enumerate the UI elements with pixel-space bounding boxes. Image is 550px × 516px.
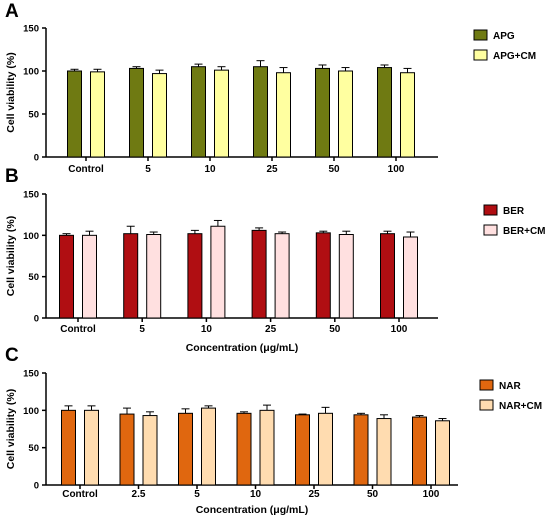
y-tick-label: 0 xyxy=(34,314,39,325)
legend-label: APG xyxy=(493,31,515,42)
y-tick-label: 150 xyxy=(23,24,39,35)
bar-nar-plus-cm xyxy=(84,409,99,486)
bar-apg-plus-cm xyxy=(338,70,353,158)
bar-nar xyxy=(236,412,252,486)
x-tick-label: 5 xyxy=(145,164,151,175)
bar-ber-plus-cm xyxy=(338,234,354,319)
chart-panel-c: C 0 50 100 150 Cell viability (%) Control 2.5 5 1… xyxy=(5,345,542,516)
bar-nar-plus-cm xyxy=(376,418,392,486)
legend-swatch xyxy=(483,204,498,216)
x-tick-label: 5 xyxy=(139,324,145,335)
x-tick-label: 100 xyxy=(423,489,440,500)
legend-label: NAR+CM xyxy=(499,401,542,412)
x-tick-label: 2.5 xyxy=(132,489,146,500)
y-axis-label: Cell viability (%) xyxy=(5,216,17,297)
x-tick-label: Control xyxy=(60,324,96,335)
x-tick-label: Control xyxy=(68,164,104,175)
x-tick-label: 5 xyxy=(194,489,200,500)
bar-nar-plus-cm xyxy=(318,412,333,486)
y-tick-label: 50 xyxy=(28,272,39,283)
bar-apg xyxy=(253,66,268,158)
bar-apg-plus-cm xyxy=(152,73,167,158)
bar-nar xyxy=(61,409,76,486)
x-tick-label: 100 xyxy=(388,164,405,175)
y-tick-label: 50 xyxy=(28,443,39,454)
x-tick-label: 100 xyxy=(391,324,408,335)
chart-panel-a: A 0 50 100 150 Cell viability (%) Control 5 10 25… xyxy=(5,1,536,175)
bar-apg xyxy=(191,66,206,158)
bar-apg xyxy=(67,70,82,158)
bar-apg xyxy=(129,67,144,158)
x-axis-label: Concentration (μg/mL) xyxy=(186,342,299,354)
bar-ber xyxy=(59,234,74,319)
panel-label: B xyxy=(5,166,19,187)
bar-ber-plus-cm xyxy=(403,236,418,319)
bar-apg xyxy=(315,67,330,158)
bar-ber-plus-cm xyxy=(82,234,97,319)
bar-ber-plus-cm xyxy=(146,234,162,319)
y-tick-label: 0 xyxy=(34,153,39,164)
bar-nar-plus-cm xyxy=(259,409,275,486)
y-tick-label: 100 xyxy=(23,231,39,242)
panel-label: A xyxy=(5,1,19,22)
y-tick-label: 100 xyxy=(23,406,39,417)
legend-label: BER+CM xyxy=(503,226,546,237)
y-axis-label: Cell viability (%) xyxy=(5,52,17,133)
bar-ber xyxy=(315,232,331,319)
bar-ber xyxy=(380,233,395,319)
legend-swatch xyxy=(473,29,488,41)
bar-ber-plus-cm xyxy=(210,225,226,319)
legend-label: NAR xyxy=(499,381,521,392)
legend-swatch xyxy=(473,49,488,61)
bar-apg-plus-cm xyxy=(400,72,415,158)
y-tick-label: 150 xyxy=(23,190,39,201)
bar-nar-plus-cm xyxy=(201,407,216,486)
x-tick-label: 10 xyxy=(201,324,213,335)
bar-apg xyxy=(377,67,392,158)
y-tick-label: 100 xyxy=(23,67,39,78)
bar-nar xyxy=(295,414,310,486)
bar-nar xyxy=(353,414,369,486)
x-axis-label: Concentration (μg/mL) xyxy=(196,504,309,516)
x-tick-label: 25 xyxy=(265,324,277,335)
x-tick-label: 50 xyxy=(367,489,379,500)
legend-label: BER xyxy=(503,206,525,217)
bar-ber xyxy=(187,233,203,319)
chart-panel-b: B 0 50 100 150 Cell viability (%) Control 5 10 25… xyxy=(5,166,546,354)
bar-apg-plus-cm xyxy=(214,69,229,158)
bar-ber xyxy=(123,233,139,319)
legend-swatch xyxy=(483,224,498,236)
bar-ber-plus-cm xyxy=(274,233,290,319)
bar-apg-plus-cm xyxy=(276,72,291,158)
legend-swatch xyxy=(479,399,494,411)
x-tick-label: 10 xyxy=(204,164,216,175)
x-tick-label: 50 xyxy=(329,324,341,335)
legend-label: APG+CM xyxy=(493,51,536,62)
x-tick-label: Control xyxy=(62,489,98,500)
x-tick-label: 25 xyxy=(266,164,278,175)
panel-label: C xyxy=(5,345,19,366)
x-tick-label: 25 xyxy=(308,489,320,500)
y-axis-label: Cell viability (%) xyxy=(5,389,17,470)
x-tick-label: 10 xyxy=(250,489,262,500)
y-tick-label: 0 xyxy=(34,481,39,492)
bar-nar xyxy=(412,416,427,486)
y-tick-label: 50 xyxy=(28,110,39,121)
bar-nar-plus-cm xyxy=(435,420,450,486)
bar-apg-plus-cm xyxy=(90,71,105,158)
y-tick-label: 150 xyxy=(23,369,39,380)
bar-nar-plus-cm xyxy=(142,415,158,486)
bar-nar xyxy=(119,413,135,486)
legend-swatch xyxy=(479,379,494,391)
bar-nar xyxy=(178,412,193,486)
x-tick-label: 50 xyxy=(328,164,340,175)
bar-ber xyxy=(251,229,267,319)
